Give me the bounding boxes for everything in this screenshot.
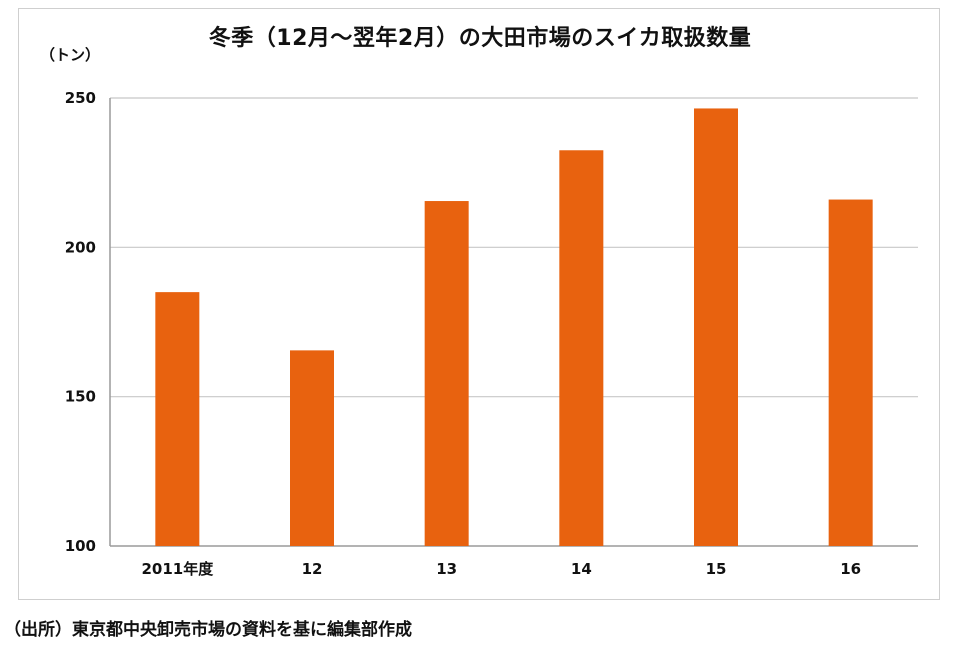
bar: [155, 292, 200, 546]
x-tick-label: 15: [706, 560, 727, 578]
bar: [828, 199, 873, 546]
bar: [290, 350, 334, 546]
y-tick-label: 150: [65, 388, 96, 406]
y-tick-label: 200: [65, 238, 96, 256]
source-note: （出所）東京都中央卸売市場の資料を基に編集部作成: [4, 620, 412, 640]
x-tick-label: 12: [302, 560, 323, 578]
gridlines: [109, 97, 918, 547]
y-tick-label: 100: [65, 537, 96, 555]
bar: [424, 201, 469, 547]
y-tick-label: 250: [65, 89, 96, 107]
x-tick-label: 14: [571, 560, 592, 578]
x-tick-labels: 2011年度 12 13 14 15 16: [141, 560, 861, 578]
x-tick-label: 2011年度: [141, 560, 214, 578]
x-tick-label: 16: [840, 560, 861, 578]
bars: [155, 108, 873, 547]
y-axis-unit-label: （トン）: [40, 46, 101, 64]
x-tick-label: 13: [436, 560, 457, 578]
chart-title: 冬季（12月～翌年2月）の大田市場のスイカ取扱数量: [208, 26, 752, 51]
y-tick-labels: 100 150 200 250: [65, 89, 96, 555]
bar: [559, 150, 604, 546]
bar: [694, 108, 738, 546]
